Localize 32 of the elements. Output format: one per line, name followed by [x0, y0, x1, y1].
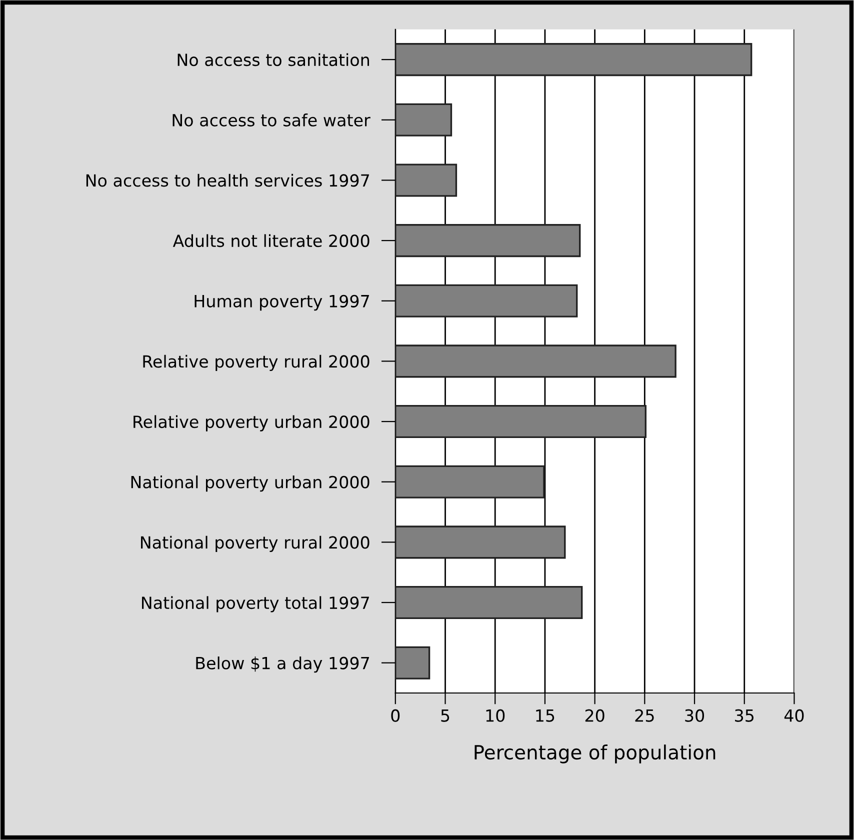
- y-tick-label: Relative poverty rural 2000: [143, 354, 370, 371]
- y-tick-label: No access to safe water: [172, 114, 370, 126]
- y-tick-label: Relative poverty urban 2000: [134, 415, 370, 432]
- x-tick-label: 40: [784, 709, 804, 722]
- x-tick-label: 30: [685, 709, 704, 722]
- bar: [395, 103, 452, 136]
- x-tick-label: 0: [391, 709, 400, 722]
- y-tick-label: No access to health services 1997: [86, 174, 369, 187]
- bar: [395, 164, 458, 197]
- y-tick-label: Below $1 a day 1997: [196, 656, 369, 673]
- bar: [395, 586, 583, 620]
- y-tick-label: Adults not literate 2000: [172, 234, 370, 248]
- bar: [395, 465, 545, 498]
- x-tick-label: 35: [735, 709, 754, 722]
- bar: [395, 43, 752, 76]
- y-tick-label: National poverty rural 2000: [141, 536, 370, 552]
- bar: [395, 526, 566, 559]
- bar: [395, 284, 578, 318]
- y-tick-label: National poverty urban 2000: [131, 476, 370, 492]
- y-tick-label: National poverty total 1997: [142, 596, 369, 612]
- x-tick-label: 20: [585, 709, 604, 722]
- x-axis-title: Percentage of population: [474, 744, 716, 764]
- x-tick-label: 10: [486, 709, 505, 722]
- bar: [395, 405, 646, 438]
- bar: [395, 646, 430, 680]
- x-tick-label: 15: [536, 709, 554, 722]
- y-tick-label: Human poverty 1997: [194, 294, 369, 311]
- x-tick-label: 25: [635, 709, 654, 722]
- bar: [395, 344, 676, 378]
- x-tick-label: 5: [441, 709, 450, 722]
- bar: [395, 224, 581, 258]
- y-tick-label: No access to sanitation: [178, 53, 369, 66]
